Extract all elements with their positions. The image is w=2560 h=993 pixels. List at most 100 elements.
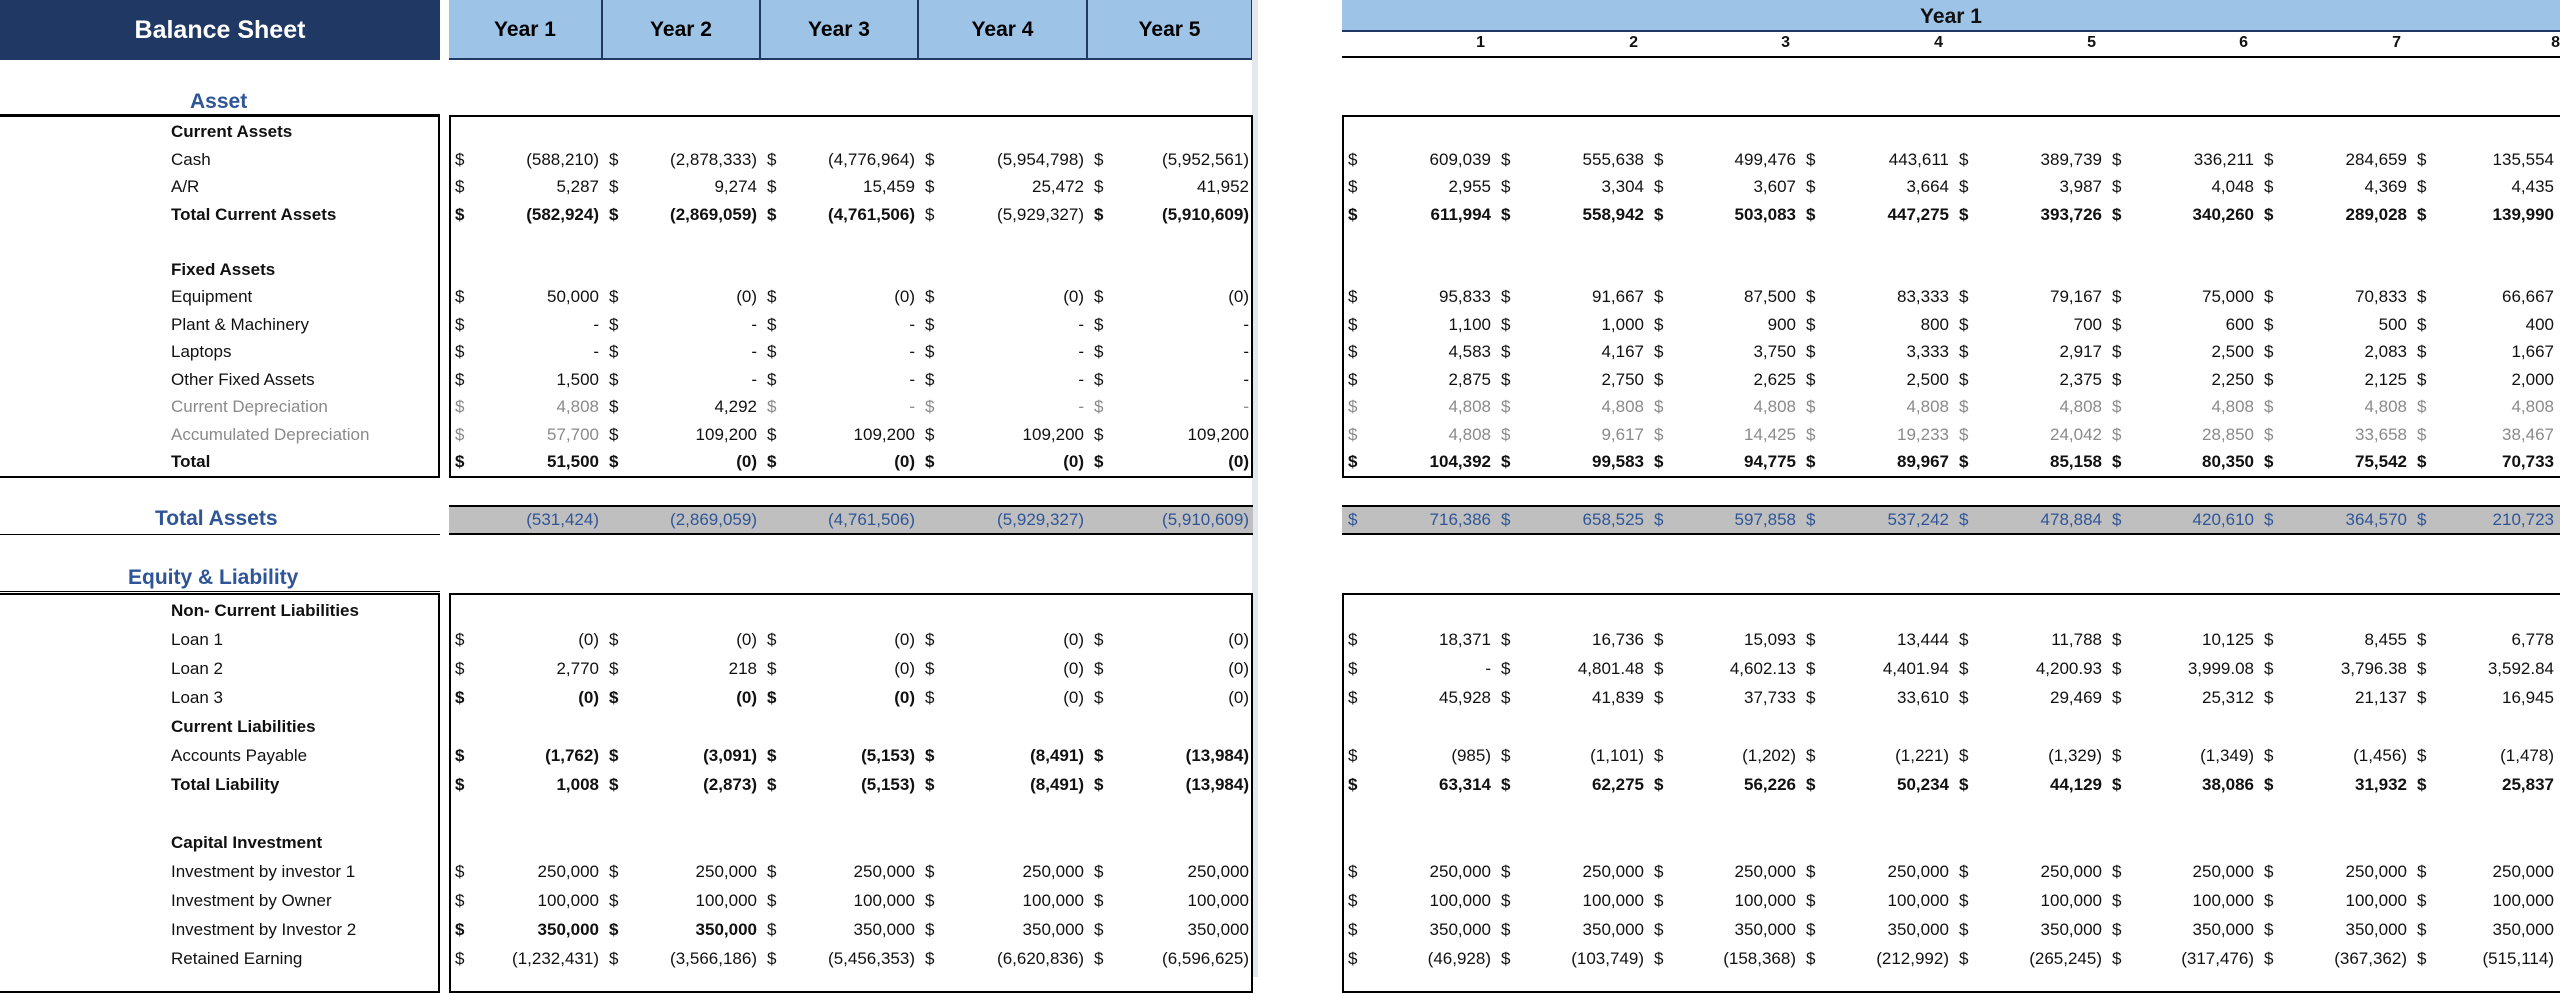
monthly-cell[interactable]: $ (1,202): [1648, 742, 1800, 769]
monthly-cell[interactable]: $ -: [1342, 655, 1495, 682]
monthly-cell[interactable]: $250,000: [1495, 858, 1648, 885]
monthly-cell[interactable]: $85,158: [1953, 448, 2106, 475]
monthly-cell[interactable]: $135,554: [2411, 146, 2558, 173]
monthly-cell[interactable]: $447,275: [1800, 201, 1953, 228]
monthly-cell[interactable]: $350,000: [2106, 916, 2258, 943]
total-assets-annual-cell[interactable]: (4,761,506): [761, 506, 919, 533]
monthly-cell[interactable]: $4,808: [2106, 393, 2258, 420]
monthly-cell[interactable]: $37,733: [1648, 684, 1800, 711]
monthly-cell[interactable]: $3,750: [1648, 338, 1800, 365]
annual-cell[interactable]: $ (5,954,798): [919, 146, 1088, 173]
monthly-cell[interactable]: $6,778: [2411, 626, 2558, 653]
annual-cell[interactable]: $ (3,566,186): [603, 945, 761, 972]
monthly-cell[interactable]: $4,167: [1495, 338, 1648, 365]
monthly-cell[interactable]: $44,129: [1953, 771, 2106, 798]
monthly-cell[interactable]: $100,000: [1953, 887, 2106, 914]
annual-cell[interactable]: $ (588,210): [449, 146, 603, 173]
monthly-cell[interactable]: $100,000: [1800, 887, 1953, 914]
annual-cell[interactable]: $ (2,878,333): [603, 146, 761, 173]
total-assets-monthly-cell[interactable]: $364,570: [2258, 506, 2411, 533]
annual-cell[interactable]: $109,200: [1088, 421, 1253, 448]
monthly-cell[interactable]: $15,093: [1648, 626, 1800, 653]
monthly-cell[interactable]: $289,028: [2258, 201, 2411, 228]
annual-cell[interactable]: $ (0): [449, 626, 603, 653]
annual-cell[interactable]: $ -: [919, 393, 1088, 420]
monthly-cell[interactable]: $3,592.84: [2411, 655, 2558, 682]
monthly-cell[interactable]: $ (1,221): [1800, 742, 1953, 769]
annual-cell[interactable]: $ -: [449, 338, 603, 365]
monthly-cell[interactable]: $ (1,456): [2258, 742, 2411, 769]
monthly-cell[interactable]: $499,476: [1648, 146, 1800, 173]
monthly-cell[interactable]: $2,000: [2411, 366, 2558, 393]
annual-cell[interactable]: $4,292: [603, 393, 761, 420]
annual-cell[interactable]: $109,200: [603, 421, 761, 448]
annual-cell[interactable]: $1,008: [449, 771, 603, 798]
monthly-cell[interactable]: $350,000: [1648, 916, 1800, 943]
annual-cell[interactable]: $ -: [761, 393, 919, 420]
annual-cell[interactable]: $ (0): [603, 626, 761, 653]
monthly-cell[interactable]: $ (265,245): [1953, 945, 2106, 972]
monthly-cell[interactable]: $31,932: [2258, 771, 2411, 798]
monthly-cell[interactable]: $104,392: [1342, 448, 1495, 475]
annual-cell[interactable]: $100,000: [449, 887, 603, 914]
monthly-cell[interactable]: $13,444: [1800, 626, 1953, 653]
annual-cell[interactable]: $ (5,456,353): [761, 945, 919, 972]
monthly-cell[interactable]: $609,039: [1342, 146, 1495, 173]
monthly-cell[interactable]: $400: [2411, 311, 2558, 338]
total-assets-annual-cell[interactable]: (2,869,059): [603, 506, 761, 533]
annual-cell[interactable]: $ (0): [761, 283, 919, 310]
monthly-cell[interactable]: $14,425: [1648, 421, 1800, 448]
annual-cell[interactable]: $41,952: [1088, 173, 1253, 200]
annual-cell[interactable]: $ (0): [919, 283, 1088, 310]
monthly-cell[interactable]: $70,833: [2258, 283, 2411, 310]
annual-cell[interactable]: $109,200: [919, 421, 1088, 448]
monthly-cell[interactable]: $350,000: [1800, 916, 1953, 943]
monthly-cell[interactable]: $3,304: [1495, 173, 1648, 200]
monthly-cell[interactable]: $2,500: [2106, 338, 2258, 365]
monthly-cell[interactable]: $ (212,992): [1800, 945, 1953, 972]
monthly-cell[interactable]: $2,083: [2258, 338, 2411, 365]
annual-cell[interactable]: $4,808: [449, 393, 603, 420]
monthly-cell[interactable]: $250,000: [2258, 858, 2411, 885]
monthly-cell[interactable]: $4,808: [2411, 393, 2558, 420]
annual-cell[interactable]: $ (13,984): [1088, 771, 1253, 798]
annual-cell[interactable]: $ -: [761, 366, 919, 393]
annual-cell[interactable]: $100,000: [603, 887, 761, 914]
annual-cell[interactable]: $5,287: [449, 173, 603, 200]
monthly-cell[interactable]: $900: [1648, 311, 1800, 338]
monthly-cell[interactable]: $28,850: [2106, 421, 2258, 448]
annual-cell[interactable]: $ -: [761, 338, 919, 365]
annual-cell[interactable]: $57,700: [449, 421, 603, 448]
monthly-cell[interactable]: $2,125: [2258, 366, 2411, 393]
monthly-cell[interactable]: $2,955: [1342, 173, 1495, 200]
year-header-1[interactable]: Year 1: [449, 0, 603, 60]
total-assets-monthly-cell[interactable]: $210,723: [2411, 506, 2558, 533]
monthly-cell[interactable]: $350,000: [1495, 916, 1648, 943]
monthly-cell[interactable]: $500: [2258, 311, 2411, 338]
monthly-cell[interactable]: $2,750: [1495, 366, 1648, 393]
annual-cell[interactable]: $ -: [1088, 338, 1253, 365]
monthly-cell[interactable]: $75,542: [2258, 448, 2411, 475]
monthly-cell[interactable]: $100,000: [2411, 887, 2558, 914]
annual-cell[interactable]: $15,459: [761, 173, 919, 200]
monthly-cell[interactable]: $250,000: [1953, 858, 2106, 885]
annual-cell[interactable]: $250,000: [919, 858, 1088, 885]
monthly-cell[interactable]: $2,625: [1648, 366, 1800, 393]
annual-cell[interactable]: $ (0): [761, 684, 919, 711]
annual-cell[interactable]: $ (6,620,836): [919, 945, 1088, 972]
monthly-cell[interactable]: $75,000: [2106, 283, 2258, 310]
monthly-cell[interactable]: $33,610: [1800, 684, 1953, 711]
monthly-cell[interactable]: $3,987: [1953, 173, 2106, 200]
monthly-cell[interactable]: $250,000: [1648, 858, 1800, 885]
annual-cell[interactable]: $ (0): [919, 655, 1088, 682]
annual-cell[interactable]: $ (0): [919, 448, 1088, 475]
annual-cell[interactable]: $ (5,952,561): [1088, 146, 1253, 173]
annual-cell[interactable]: $100,000: [761, 887, 919, 914]
annual-cell[interactable]: $350,000: [449, 916, 603, 943]
monthly-cell[interactable]: $ (1,478): [2411, 742, 2558, 769]
monthly-cell[interactable]: $56,226: [1648, 771, 1800, 798]
annual-cell[interactable]: $ -: [449, 311, 603, 338]
total-assets-monthly-cell[interactable]: $537,242: [1800, 506, 1953, 533]
annual-cell[interactable]: $ (0): [603, 283, 761, 310]
monthly-cell[interactable]: $80,350: [2106, 448, 2258, 475]
